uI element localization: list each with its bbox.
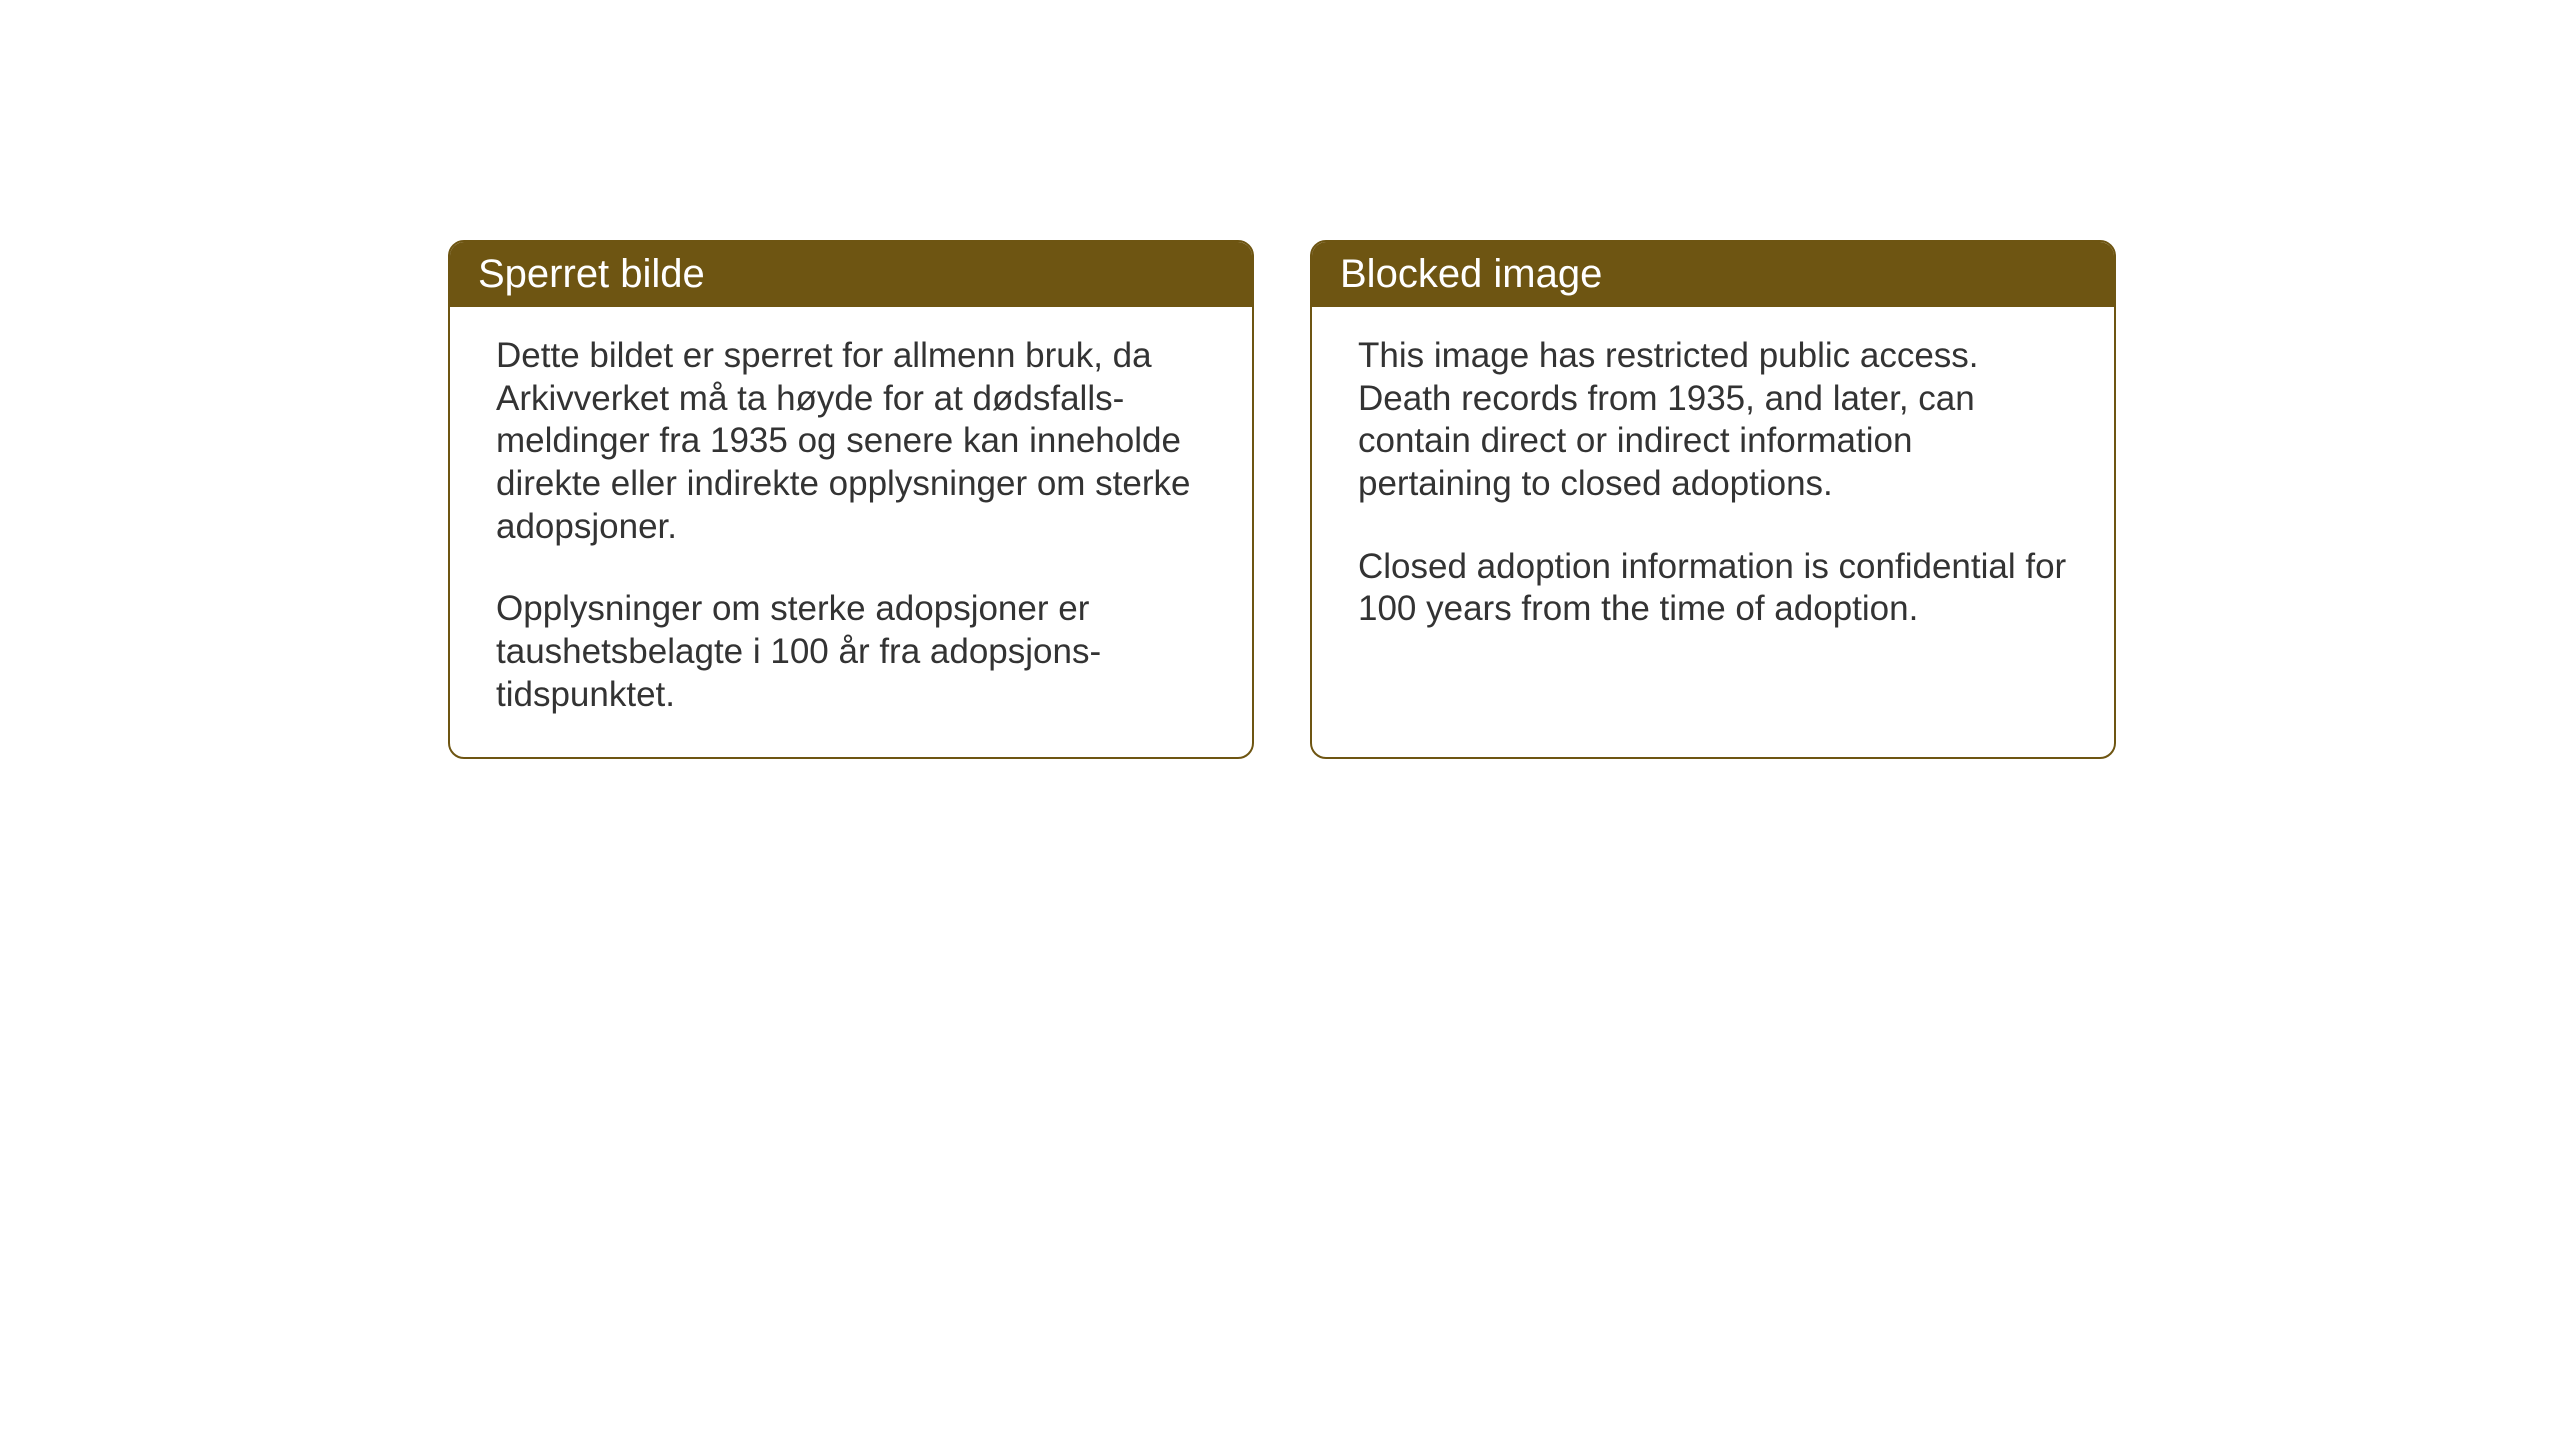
notice-card-english: Blocked image This image has restricted … [1310, 240, 2116, 759]
card-paragraph-norwegian-1: Dette bildet er sperret for allmenn bruk… [496, 335, 1206, 548]
card-title-norwegian: Sperret bilde [478, 252, 705, 296]
card-paragraph-english-1: This image has restricted public access.… [1358, 335, 2068, 506]
card-title-english: Blocked image [1340, 252, 1602, 296]
notice-card-norwegian: Sperret bilde Dette bildet er sperret fo… [448, 240, 1254, 759]
card-paragraph-norwegian-2: Opplysninger om sterke adopsjoner er tau… [496, 588, 1206, 716]
card-header-english: Blocked image [1312, 242, 2114, 307]
card-paragraph-english-2: Closed adoption information is confident… [1358, 546, 2068, 631]
card-body-english: This image has restricted public access.… [1312, 307, 2114, 671]
card-header-norwegian: Sperret bilde [450, 242, 1252, 307]
card-body-norwegian: Dette bildet er sperret for allmenn bruk… [450, 307, 1252, 757]
notice-cards-container: Sperret bilde Dette bildet er sperret fo… [448, 240, 2116, 759]
